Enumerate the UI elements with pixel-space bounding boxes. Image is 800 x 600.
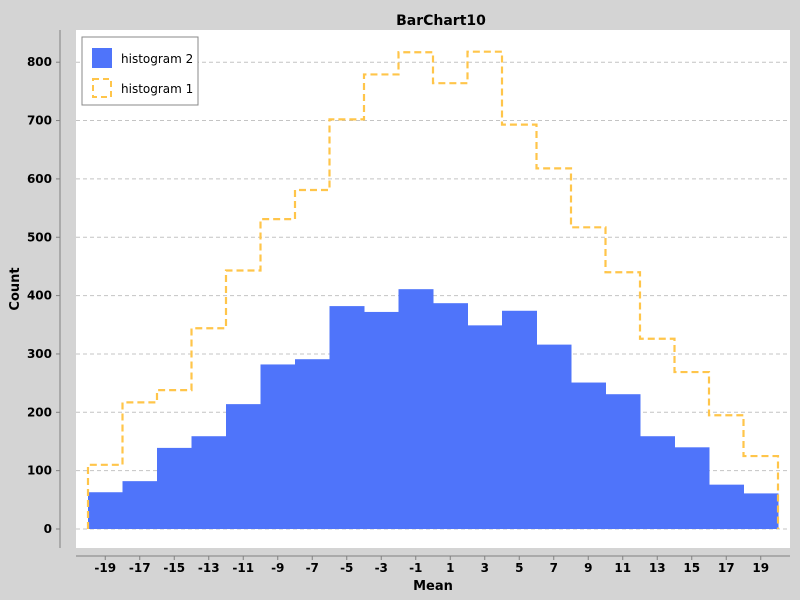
y-tick-label-200: 200 [27,405,52,419]
bar-histogram-2-bin-18 [709,484,744,529]
x-tick-label-3: 3 [481,561,489,575]
x-tick-label-13: 13 [649,561,666,575]
legend-swatch-histogram-2 [92,48,112,68]
histogram-1-step-outline [86,50,780,529]
bar-histogram-2-bin-10 [433,303,468,529]
legend-swatch-histogram-1 [92,78,112,98]
y-tick-label-100: 100 [27,464,52,478]
bar-histogram-2-bin-5 [260,364,296,529]
y-tick-label-700: 700 [27,114,52,128]
bar-histogram-2-bin-13 [536,344,572,529]
x-axis-label: Mean [413,579,453,594]
bar-histogram-2-bin-16 [640,436,675,529]
y-axis-ticks: 0 100 200 300 400 500 600 700 800 [27,55,60,536]
bar-histogram-2-bin-1 [122,481,158,529]
axes [59,30,790,557]
bar-histogram-2-bin-11 [467,325,503,529]
bar-histogram-2-bin-14 [571,382,606,529]
x-tick-label--11: -11 [232,561,254,575]
x-tick-label-5: 5 [515,561,523,575]
histogram-2-bars [88,289,779,529]
x-tick-label-7: 7 [550,561,558,575]
bar-histogram-2-bin-15 [605,394,641,529]
x-tick-label-11: 11 [614,561,631,575]
legend-label-histogram-1: histogram 1 [121,82,193,96]
bar-histogram-2-bin-2 [157,447,192,529]
x-tick-label--13: -13 [198,561,220,575]
bar-histogram-2-bin-3 [191,436,227,529]
x-tick-label--3: -3 [375,561,388,575]
y-tick-label-400: 400 [27,289,52,303]
legend: histogram 2 histogram 1 [81,36,199,106]
y-tick-label-500: 500 [27,230,52,244]
step-line-histogram-1 [86,50,780,529]
y-tick-label-0: 0 [44,522,52,536]
y-tick-label-600: 600 [27,172,52,186]
x-tick-label--5: -5 [340,561,353,575]
x-tick-label--19: -19 [94,561,116,575]
x-tick-label--9: -9 [271,561,284,575]
x-axis-ticks: -19 -17 -15 -13 -11 -9 -7 -5 -3 -1 1 3 5 7 9 11 13 15 17 19 [94,556,769,575]
y-tick-label-800: 800 [27,55,52,69]
y-axis-label: Count [8,267,23,310]
x-tick-label-19: 19 [752,561,769,575]
bar-histogram-2-bin-4 [226,404,261,529]
bar-histogram-2-bin-19 [743,493,779,529]
x-tick-label-15: 15 [683,561,700,575]
bar-histogram-2-bin-12 [502,310,537,529]
x-tick-label-9: 9 [584,561,592,575]
y-tick-label-300: 300 [27,347,52,361]
x-tick-label--17: -17 [129,561,151,575]
bar-histogram-2-bin-17 [674,447,710,529]
x-tick-label--15: -15 [163,561,185,575]
bar-histogram-2-bin-7 [329,306,365,529]
bar-histogram-2-bin-6 [295,359,330,529]
legend-label-histogram-2: histogram 2 [121,52,193,66]
x-tick-label--1: -1 [409,561,422,575]
bar-histogram-2-bin-9 [398,289,434,529]
bar-histogram-2-bin-8 [364,311,399,529]
bar-histogram-2-bin-0 [88,492,123,529]
x-tick-label-1: 1 [446,561,454,575]
chart-title: BarChart10 [396,13,486,29]
x-tick-label--7: -7 [306,561,319,575]
x-tick-label-17: 17 [718,561,735,575]
